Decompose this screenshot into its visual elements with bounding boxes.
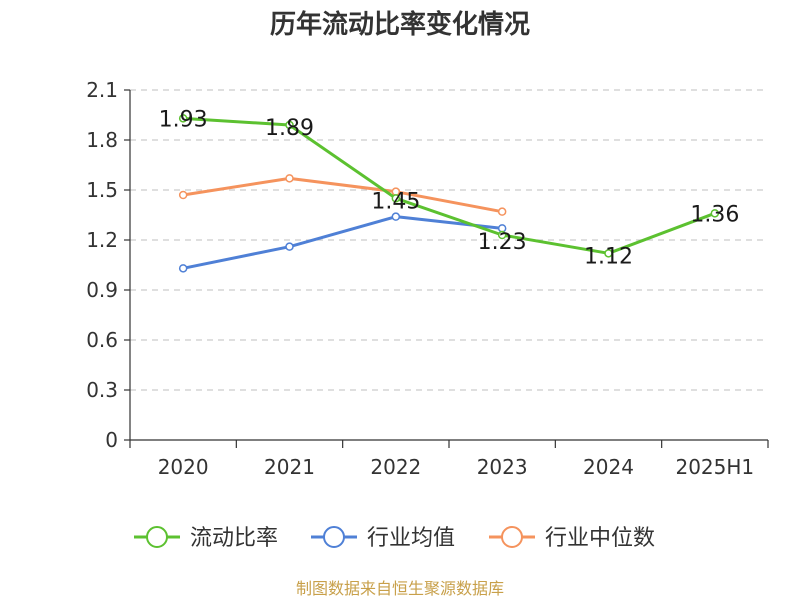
data-point: [178, 190, 188, 200]
data-point: [285, 174, 294, 183]
y-tick-label: 2.1: [86, 78, 118, 102]
x-tick-label: 2021: [264, 455, 315, 479]
axes: 0 0.3 0.6 0.9 1.2 1.5 1.8 2.1 2020 2021 2022 2023 20…: [86, 78, 769, 479]
series-group: [178, 114, 720, 273]
data-label: 1.93: [159, 107, 208, 132]
y-tick-label: 0.3: [86, 378, 118, 402]
y-tick-label: 0.9: [86, 278, 118, 302]
legend-marker: [501, 526, 523, 548]
y-tick-label: 0.6: [86, 328, 118, 352]
y-tick-label: 1.5: [86, 178, 118, 202]
legend: 流动比率 行业均值 行业中位数: [134, 526, 655, 551]
y-tick-label: 1.2: [86, 228, 118, 252]
x-tick-label: 2024: [583, 455, 634, 479]
source-note: 制图数据来自恒生聚源数据库: [296, 579, 504, 598]
data-point: [497, 207, 507, 216]
data-label: 1.45: [371, 189, 420, 214]
data-label: 1.23: [478, 230, 527, 255]
data-point: [391, 194, 401, 203]
chart-title: 历年流动比率变化情况: [270, 9, 530, 40]
x-tick-label: 2023: [477, 455, 528, 479]
data-point: [285, 120, 294, 130]
legend-label: 行业中位数: [545, 526, 655, 551]
x-tick-label: 2020: [158, 455, 209, 479]
legend-marker: [146, 526, 168, 548]
data-point: [178, 114, 188, 123]
legend-marker: [323, 526, 345, 548]
legend-label: 行业均值: [367, 526, 455, 551]
series-line-1: [182, 215, 503, 270]
data-point: [285, 242, 294, 251]
x-tick-label: 2025H1: [675, 455, 754, 479]
grid-lines: [130, 89, 768, 391]
data-labels: 1.93 1.89 1.45 1.23 1.12 1.36: [159, 107, 740, 269]
series-line-0: [183, 116, 716, 255]
y-tick-label: 1.8: [86, 128, 118, 152]
data-label: 1.36: [690, 202, 739, 227]
data-point: [604, 249, 613, 258]
data-point: [710, 209, 720, 218]
data-point: [391, 212, 401, 221]
legend-label: 流动比率: [190, 526, 278, 551]
y-tick-label: 0: [105, 428, 118, 452]
data-point: [497, 230, 507, 240]
series-line-2: [182, 176, 503, 214]
data-label: 1.89: [265, 116, 314, 141]
x-tick-label: 2022: [370, 455, 421, 479]
data-point: [178, 264, 188, 273]
data-label: 1.12: [584, 244, 633, 269]
